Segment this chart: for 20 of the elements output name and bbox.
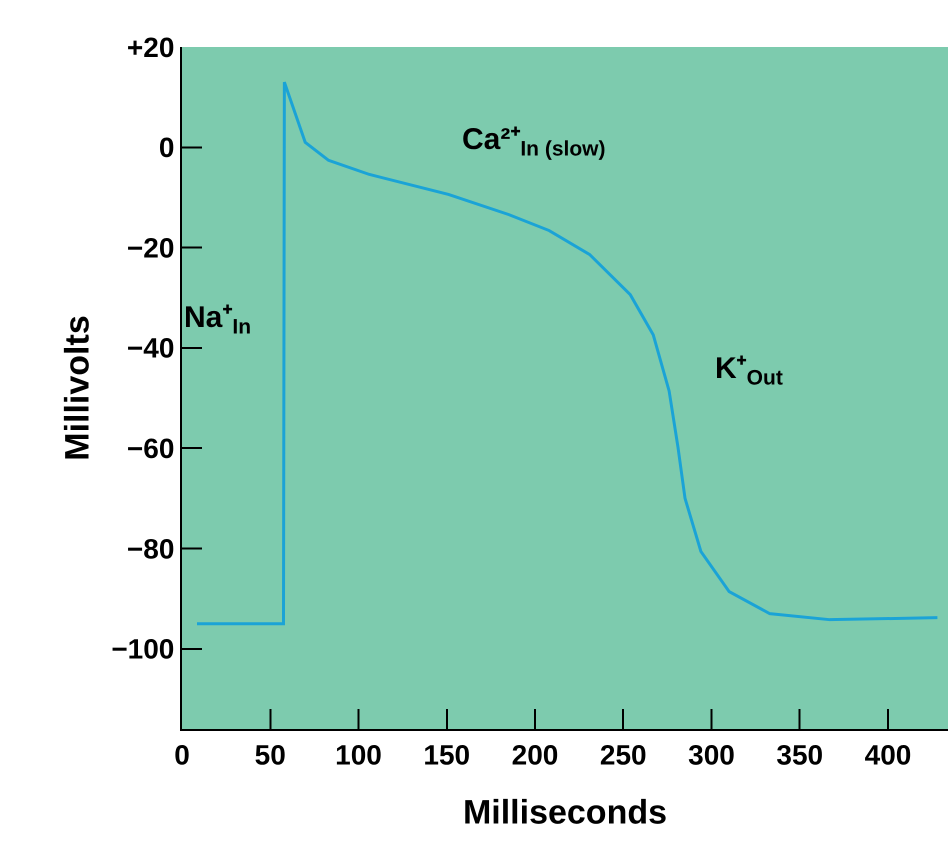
y-tick-label: 0 bbox=[158, 132, 174, 164]
annotation: K⁺$_{Out}$ bbox=[715, 352, 783, 390]
x-tick-label: 200 bbox=[512, 740, 558, 771]
y-tick-label: −100 bbox=[111, 634, 174, 665]
x-tick-label: 100 bbox=[335, 740, 382, 771]
x-tick-label: 50 bbox=[254, 740, 286, 771]
x-tick-label: 400 bbox=[864, 740, 912, 771]
y-axis-title: Millivolts bbox=[58, 315, 96, 461]
annotation: Ca²⁺$_{In (slow)}$ bbox=[462, 123, 606, 160]
x-tick-label: 300 bbox=[688, 740, 735, 771]
y-tick-label: −60 bbox=[126, 432, 174, 464]
x-tick-label: 150 bbox=[423, 740, 470, 771]
x-tick-label: 250 bbox=[600, 740, 647, 771]
x-tick-label: 350 bbox=[776, 740, 824, 771]
y-tick-label: −40 bbox=[126, 332, 174, 364]
y-tick-label: −20 bbox=[126, 232, 174, 264]
x-axis-title: Milliseconds bbox=[462, 793, 668, 832]
annotation: Na⁺$_{In}$ bbox=[184, 301, 252, 338]
y-tick-label: −80 bbox=[126, 533, 174, 564]
y-tick-label: +20 bbox=[126, 32, 174, 63]
